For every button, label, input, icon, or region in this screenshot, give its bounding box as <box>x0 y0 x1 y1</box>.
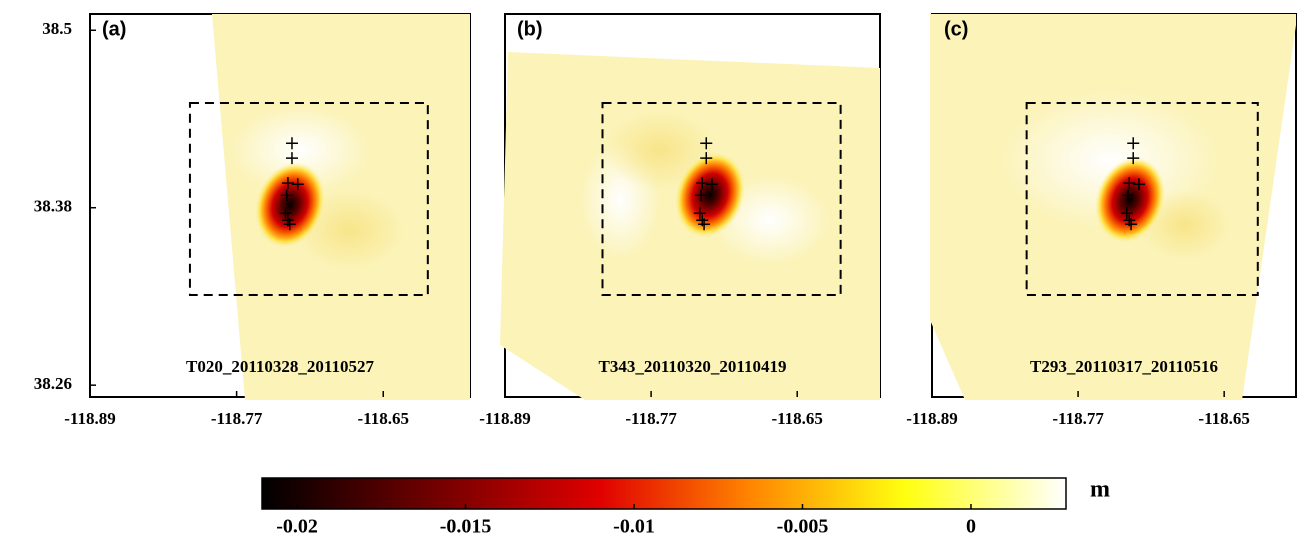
x-tick-label: -118.65 <box>358 409 409 428</box>
event <box>281 177 294 190</box>
event <box>291 178 304 191</box>
panel-label: (b) <box>517 18 543 40</box>
event <box>1127 152 1140 165</box>
event <box>280 189 293 202</box>
event <box>700 137 713 150</box>
event <box>696 177 709 190</box>
deformation-lobe <box>230 105 370 195</box>
track-label: T293_20110317_20110516 <box>1030 357 1218 376</box>
panel-label: (a) <box>102 18 126 40</box>
colorbar-tick-label: 0 <box>966 516 976 538</box>
x-tick-label: -118.77 <box>211 409 263 428</box>
subsidence <box>254 162 326 248</box>
event <box>1123 177 1136 190</box>
study-area <box>1025 102 1259 296</box>
event <box>1122 189 1134 202</box>
x-tick-label: -118.77 <box>1052 409 1104 428</box>
event <box>1120 207 1133 220</box>
study-area <box>188 102 429 296</box>
study-area <box>601 102 842 296</box>
event <box>279 207 292 220</box>
event <box>698 218 711 231</box>
colorbar-tick-label: -0.015 <box>440 516 492 538</box>
x-tick-label: -118.89 <box>64 409 115 428</box>
y-tick-label: 38.38 <box>34 197 72 216</box>
event <box>693 207 706 220</box>
y-tick-label: 38.26 <box>34 374 72 393</box>
event <box>705 178 718 191</box>
colorbar <box>261 477 1067 510</box>
event <box>285 137 298 150</box>
x-tick-label: -118.65 <box>771 409 822 428</box>
colorbar-tick-label: -0.01 <box>613 516 655 538</box>
event <box>285 152 298 165</box>
y-tick-label: 38.5 <box>42 19 72 38</box>
event <box>283 218 296 231</box>
event <box>1125 218 1138 231</box>
x-tick-label: -118.65 <box>1198 409 1249 428</box>
x-tick-label: -118.89 <box>479 409 530 428</box>
event <box>1132 178 1145 191</box>
colorbar-tick-label: -0.005 <box>777 516 829 538</box>
x-tick-label: -118.89 <box>906 409 957 428</box>
x-tick-label: -118.77 <box>625 409 677 428</box>
colorbar-unit: m <box>1090 477 1110 503</box>
event <box>1127 137 1140 150</box>
subsidence <box>1094 157 1166 243</box>
event <box>700 152 713 165</box>
subsidence <box>674 152 746 238</box>
track-label: T020_20110328_20110527 <box>186 357 374 376</box>
event <box>695 189 708 202</box>
track-label: T343_20110320_20110419 <box>599 357 787 376</box>
panel-label: (c) <box>944 18 968 40</box>
colorbar-tick-label: -0.02 <box>276 516 318 538</box>
